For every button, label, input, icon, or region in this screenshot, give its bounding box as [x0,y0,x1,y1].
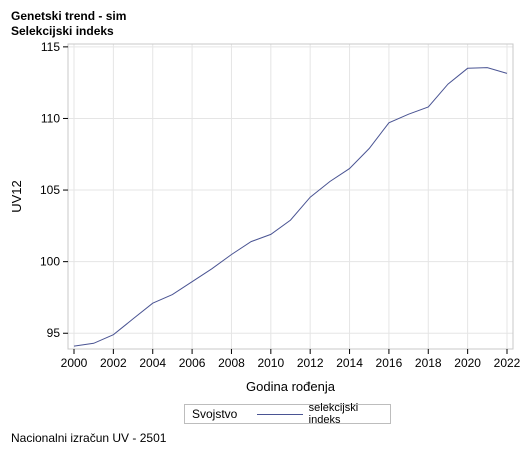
legend-entry-label: selekcijski indeks [308,402,359,426]
x-tick-label: 2006 [179,356,206,370]
x-axis-ticks: 2000 2002 2004 2006 2008 2010 2012 2014 2016 2018… [61,349,521,370]
x-tick-label: 2014 [336,356,363,370]
x-tick-label: 2010 [257,356,284,370]
x-tick-label: 2000 [61,356,88,370]
x-tick-label: 2018 [415,356,442,370]
series-line [73,67,508,347]
footnote: Nacionalni izračun UV - 2501 [11,431,167,445]
legend-title: Svojstvo [192,407,238,421]
x-tick-label: 2016 [376,356,403,370]
x-tick-label: 2020 [454,356,481,370]
x-tick-label: 2002 [100,356,127,370]
x-tick-label: 2022 [494,356,521,370]
x-tick-label: 2008 [218,356,245,370]
chart-subtitle: Selekcijski indeks [11,24,114,38]
y-tick-label: 110 [41,111,60,125]
y-tick-label: 105 [40,183,60,197]
legend-line-swatch [257,413,303,415]
y-axis-title: UV12 [9,180,24,213]
y-tick-label: 95 [47,326,61,340]
y-axis-ticks: 95 100 105 110 115 [40,40,68,340]
plot-frame [67,43,514,350]
gridlines [68,44,513,349]
legend: Svojstvo selekcijski indeks [184,402,391,426]
x-tick-label: 2004 [139,356,166,370]
y-tick-label: 100 [40,255,60,269]
x-tick-label: 2012 [297,356,324,370]
chart-title: Genetski trend - sim [11,9,127,23]
y-tick-label: 115 [41,40,60,54]
x-axis-title: Godina rođenja [246,379,336,394]
series-group [73,67,508,347]
